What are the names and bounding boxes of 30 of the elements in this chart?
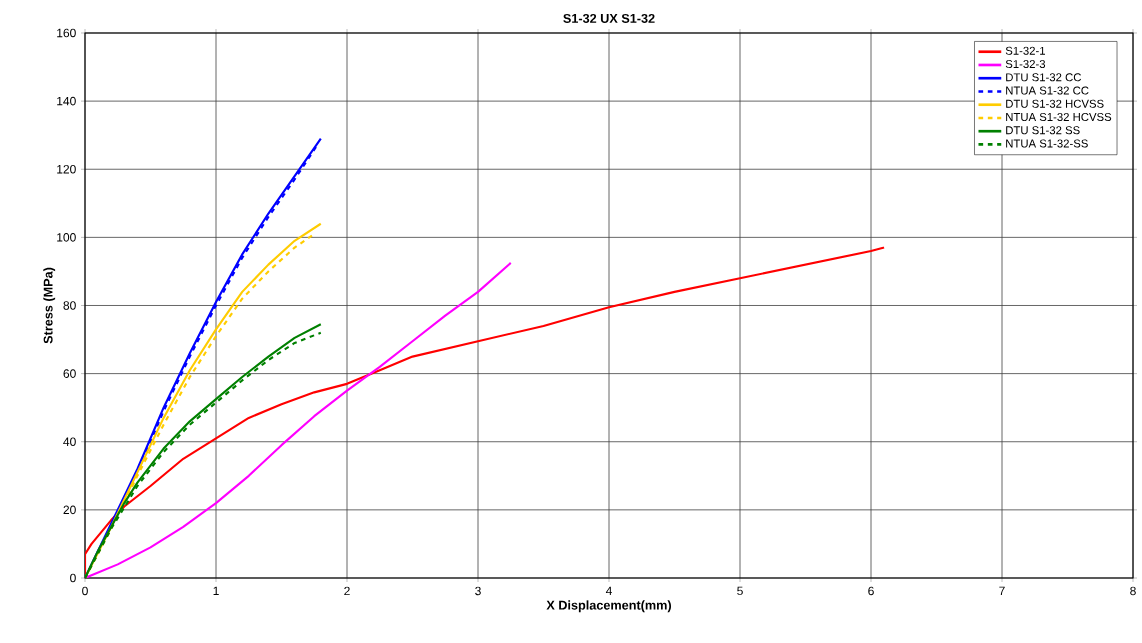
- line-series: [85, 261, 512, 578]
- y-tick-label: 100: [57, 233, 76, 242]
- y-tick-label: 0: [70, 573, 76, 583]
- legend-label: DTU S1-32 SS: [1006, 126, 1080, 135]
- legend-label: DTU S1-32 HCVSS: [1006, 99, 1104, 108]
- y-tick-label: 120: [57, 164, 76, 174]
- y-tick-label: 160: [57, 28, 76, 38]
- x-tick-label: 6: [868, 586, 874, 596]
- x-tick-label: 0: [82, 586, 88, 596]
- x-tick-label: 5: [737, 586, 743, 596]
- legend-label: DTU S1-32 CC: [1006, 73, 1082, 82]
- y-tick-label: 80: [63, 301, 76, 310]
- legend-label: NTUA S1-32-SS: [1006, 139, 1088, 148]
- y-tick-label: 20: [63, 505, 76, 515]
- legend-label: NTUA S1-32 CC: [1006, 86, 1089, 95]
- legend-label: NTUA S1-32 HCVSS: [1006, 113, 1112, 122]
- x-tick-label: 7: [999, 586, 1005, 595]
- chart-title: S1-32 UX S1-32: [563, 13, 655, 23]
- x-axis-title: X Displacement(mm): [546, 600, 672, 613]
- x-tick-label: 4: [605, 586, 612, 595]
- legend-label: S1-32-1: [1005, 46, 1046, 55]
- y-tick-label: 60: [63, 369, 76, 378]
- x-tick-label: 3: [475, 586, 481, 596]
- x-tick-label: 2: [344, 586, 350, 596]
- legend-label: S1-32-3: [1005, 60, 1046, 69]
- y-axis-title: Stress (MPa): [43, 267, 56, 344]
- x-tick-label: 8: [1130, 586, 1136, 596]
- y-tick-label: 140: [57, 96, 76, 106]
- x-tick-label: 1: [213, 586, 219, 595]
- y-tick-label: 40: [63, 437, 76, 447]
